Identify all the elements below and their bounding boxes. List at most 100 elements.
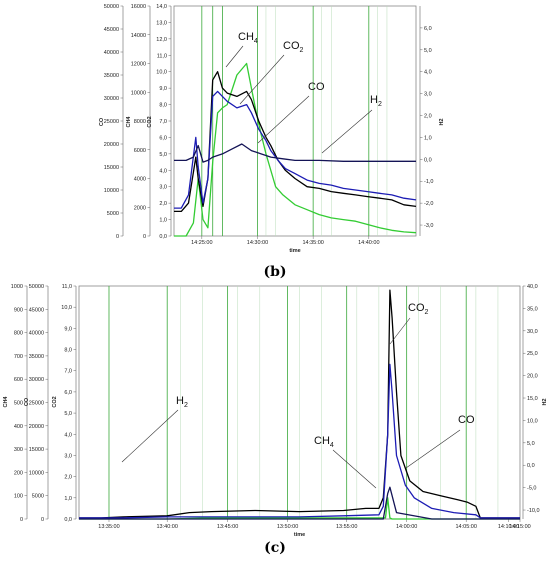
y-tick-label: 5,0: [527, 441, 535, 447]
y-tick-label: 2,0: [424, 114, 432, 120]
annotation-leader: [321, 109, 373, 154]
y-tick-label: 1,0: [64, 496, 72, 502]
y-tick-label: 30,0: [527, 329, 538, 335]
y-tick-label: 0,0: [424, 157, 432, 163]
x-tick-label: 13:40:00: [156, 524, 177, 530]
y-tick-label: 12,0: [156, 37, 167, 43]
y-tick-label: -3,0: [424, 223, 433, 229]
y-tick-label: 10,0: [61, 305, 72, 311]
x-tick-label: 14:00:00: [396, 524, 417, 530]
y-tick-label: 2000: [134, 205, 146, 211]
y-tick-label: 50000: [29, 284, 44, 290]
x-tick-label: 13:45:00: [217, 524, 238, 530]
y-axis-title: H2: [542, 398, 548, 405]
x-tick-label: 14:15:00: [509, 524, 530, 530]
annotation-text: CH: [314, 435, 330, 447]
y-tick-label: 40000: [104, 50, 119, 56]
annotation-label: CO2: [408, 302, 429, 316]
x-tick-label: 14:35:00: [302, 240, 323, 246]
y-tick-label: 700: [14, 354, 23, 360]
y-tick-label: 0: [143, 234, 146, 240]
y-tick-label: 1,0: [424, 135, 432, 141]
annotation-text: H: [370, 94, 378, 106]
y-tick-label: 0: [116, 234, 119, 240]
y-tick-label: 6,0: [64, 390, 72, 396]
annotation-subscript: 2: [425, 309, 429, 316]
y-tick-label: 0: [20, 517, 23, 523]
series-line-co: [174, 90, 417, 209]
y-tick-label: 10000: [104, 188, 119, 194]
annotation-text: CO: [308, 81, 325, 93]
annotation-label: CH4: [238, 31, 258, 45]
y-tick-label: 20000: [29, 424, 44, 430]
annotation-leader: [332, 449, 377, 489]
y-tick-label: 5,0: [424, 48, 432, 54]
y-axis-title: CH4: [126, 116, 132, 128]
y-tick-label: 40000: [29, 331, 44, 337]
y-tick-label: 9,0: [64, 326, 72, 332]
y-tick-label: 8000: [134, 119, 146, 125]
y-tick-label: 4,0: [159, 168, 167, 174]
x-tick-label: 13:55:00: [336, 524, 357, 530]
chart-0: 0200040006000800010000120001400016000CH4…: [99, 4, 445, 280]
y-tick-label: 1000: [11, 284, 23, 290]
y-tick-label: 10000: [131, 90, 146, 96]
y-tick-label: 300: [14, 447, 23, 453]
y-tick-label: 15000: [104, 165, 119, 171]
annotation-leader: [257, 95, 310, 144]
x-tick-label: 14:30:00: [247, 240, 268, 246]
y-tick-label: 6000: [134, 148, 146, 154]
series-line-h2: [174, 143, 416, 163]
y-axis-title: CO: [24, 397, 30, 406]
annotation-label: H2: [176, 395, 188, 409]
y-tick-label: 30000: [29, 377, 44, 383]
y-tick-label: 15000: [29, 447, 44, 453]
y-tick-label: -10,0: [527, 508, 540, 514]
y-tick-label: 11,0: [62, 284, 72, 290]
y-tick-label: 45000: [29, 307, 44, 313]
series-line-co2: [79, 289, 520, 519]
annotation-text: H: [176, 395, 184, 407]
y-tick-label: 3,0: [424, 92, 432, 98]
annotation-subscript: 4: [330, 442, 334, 449]
y-tick-label: 1,0: [159, 218, 167, 224]
x-tick-label: 14:10:00: [498, 524, 519, 530]
annotation-label: H2: [370, 94, 382, 108]
y-axis-title: H2: [439, 118, 445, 125]
y-tick-label: 14000: [131, 33, 146, 39]
series-line-co: [79, 363, 520, 519]
y-tick-label: 5,0: [159, 152, 167, 158]
y-tick-label: 0,0: [527, 463, 535, 469]
series-line-h2: [79, 486, 520, 520]
annotation-leader: [239, 54, 285, 105]
x-tick-label: 14:25:00: [191, 240, 212, 246]
y-tick-label: 500: [14, 401, 23, 407]
y-tick-label: 900: [14, 307, 23, 313]
y-tick-label: -1,0: [424, 179, 433, 185]
x-tick-label: 14:05:00: [455, 524, 476, 530]
annotation-leader: [405, 429, 461, 469]
y-tick-label: 4000: [134, 177, 146, 183]
y-tick-label: 3,0: [64, 453, 72, 459]
y-tick-label: 35,0: [527, 306, 538, 312]
annotation-label: CH4: [314, 435, 334, 449]
annotation-leader: [225, 45, 244, 68]
y-tick-label: 40,0: [527, 284, 538, 290]
y-tick-label: 9,0: [159, 86, 167, 92]
y-tick-label: 0,0: [64, 517, 72, 523]
y-tick-label: 10,0: [527, 418, 538, 424]
annotation-text: CO: [408, 302, 425, 314]
annotation-label: CO: [458, 414, 475, 426]
series-line-ch4: [174, 62, 417, 237]
annotation-leader: [389, 317, 411, 345]
y-tick-label: 35000: [104, 73, 119, 79]
y-axis-title: CO2: [147, 116, 153, 127]
chart-1: 0 100 200 300 400 500 600 700 800 900 1000 CH4 0 5000…: [3, 284, 548, 556]
y-axis-title: CO2: [52, 396, 58, 407]
y-tick-label: 20000: [104, 142, 119, 148]
y-tick-label: 8,0: [159, 103, 167, 109]
y-tick-label: 7,0: [64, 369, 72, 375]
annotation-subscript: 2: [378, 101, 382, 108]
y-tick-label: 7,0: [159, 119, 167, 125]
